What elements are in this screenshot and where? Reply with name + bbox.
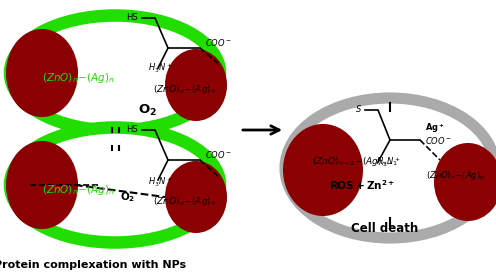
Text: Cell death: Cell death [351, 222, 419, 235]
Text: $(ZnO)_n\!-\!(Ag)_n$: $(ZnO)_n\!-\!(Ag)_n$ [153, 83, 217, 96]
Text: $\mathbf{ROS + Zn^{2+}}$: $\mathbf{ROS + Zn^{2+}}$ [329, 178, 395, 192]
Text: HS: HS [126, 14, 138, 23]
Text: Protein complexation with NPs: Protein complexation with NPs [0, 260, 186, 270]
Text: $COO^-$: $COO^-$ [205, 150, 232, 160]
Text: $(ZnO)_n\!-\!(Ag)_n$: $(ZnO)_n\!-\!(Ag)_n$ [42, 71, 114, 85]
Ellipse shape [283, 124, 363, 216]
Text: $\mathbf{O_2}$: $\mathbf{O_2}$ [138, 103, 158, 118]
Text: $(ZnO)_n\!-\!(Ag)_n$: $(ZnO)_n\!-\!(Ag)_n$ [42, 183, 114, 197]
Text: $(ZnO)_n\!-\!(Ag)_n$: $(ZnO)_n\!-\!(Ag)_n$ [153, 195, 217, 208]
Ellipse shape [6, 141, 78, 229]
Text: $H_3N^+$: $H_3N^+$ [148, 175, 173, 188]
Text: $COO^-$: $COO^-$ [425, 135, 452, 145]
Ellipse shape [6, 29, 78, 117]
Text: $H_3N^+$: $H_3N^+$ [376, 155, 401, 168]
Text: $S$: $S$ [355, 103, 362, 113]
Ellipse shape [10, 16, 220, 130]
Text: $(ZnO)_n\!-\!(Ag)_n$: $(ZnO)_n\!-\!(Ag)_n$ [426, 168, 485, 182]
Text: $(ZnO)_{n-2}\!-\!(Ag)_{n-1}$: $(ZnO)_{n-2}\!-\!(Ag)_{n-1}$ [312, 155, 398, 168]
Ellipse shape [434, 143, 496, 221]
Ellipse shape [10, 128, 220, 242]
Ellipse shape [285, 98, 495, 238]
Text: $\mathbf{O_2}$: $\mathbf{O_2}$ [121, 190, 135, 204]
Text: $COO^-$: $COO^-$ [205, 36, 232, 48]
Text: $H_3N^+$: $H_3N^+$ [148, 61, 173, 75]
Text: $\mathbf{Ag^+}$: $\mathbf{Ag^+}$ [425, 121, 445, 135]
Ellipse shape [165, 49, 227, 121]
Text: HS: HS [126, 125, 138, 135]
Ellipse shape [165, 161, 227, 233]
